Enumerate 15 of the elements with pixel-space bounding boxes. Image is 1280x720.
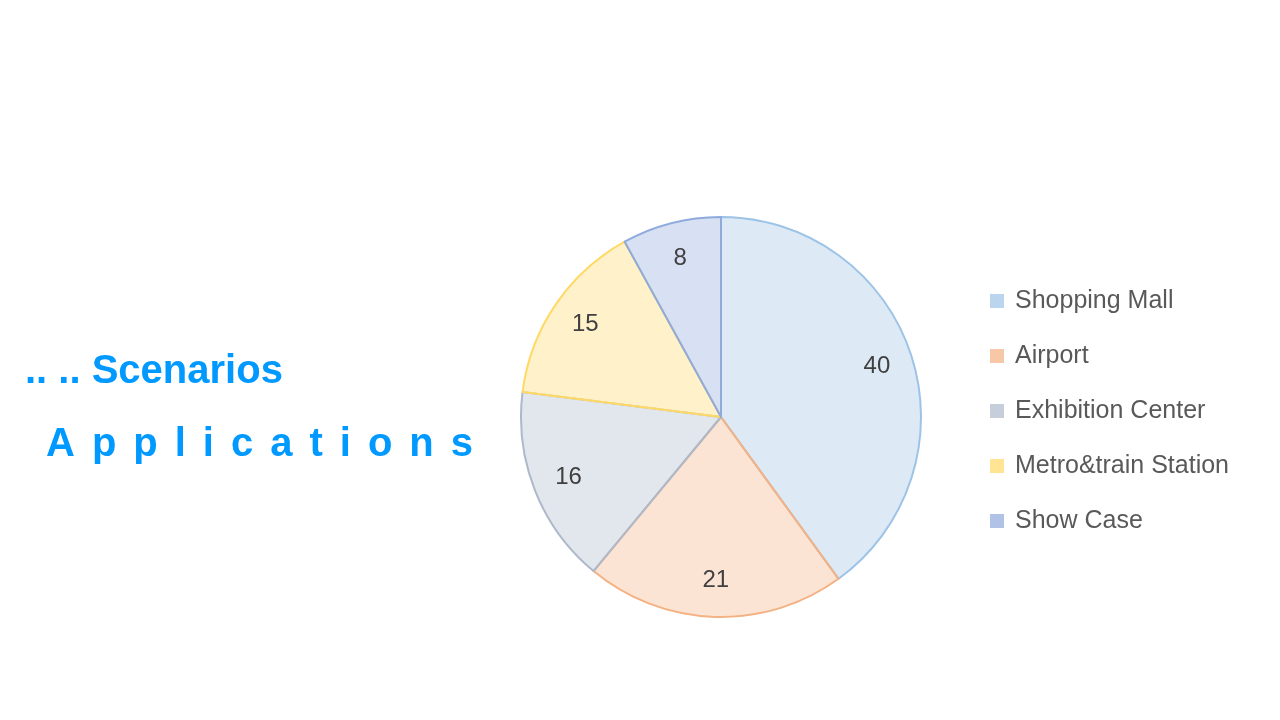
legend-label: Shopping Mall <box>1015 284 1174 313</box>
pie-slice <box>623 216 722 418</box>
data-label: 16 <box>555 461 582 489</box>
pie-slice <box>592 416 840 618</box>
legend-label: Metro&train Station <box>1015 449 1229 478</box>
legend-label: Airport <box>1015 339 1089 368</box>
data-label: 15 <box>572 309 599 337</box>
data-label: 21 <box>702 565 730 593</box>
legend-label: Show Case <box>1015 504 1143 533</box>
data-label: 40 <box>863 350 891 378</box>
text: .. .. Scenarios <box>25 347 283 391</box>
pie-slice <box>521 240 722 418</box>
text: Applications <box>46 420 491 464</box>
data-label: 8 <box>673 242 687 270</box>
legend-label: Exhibition Center <box>1015 394 1206 423</box>
